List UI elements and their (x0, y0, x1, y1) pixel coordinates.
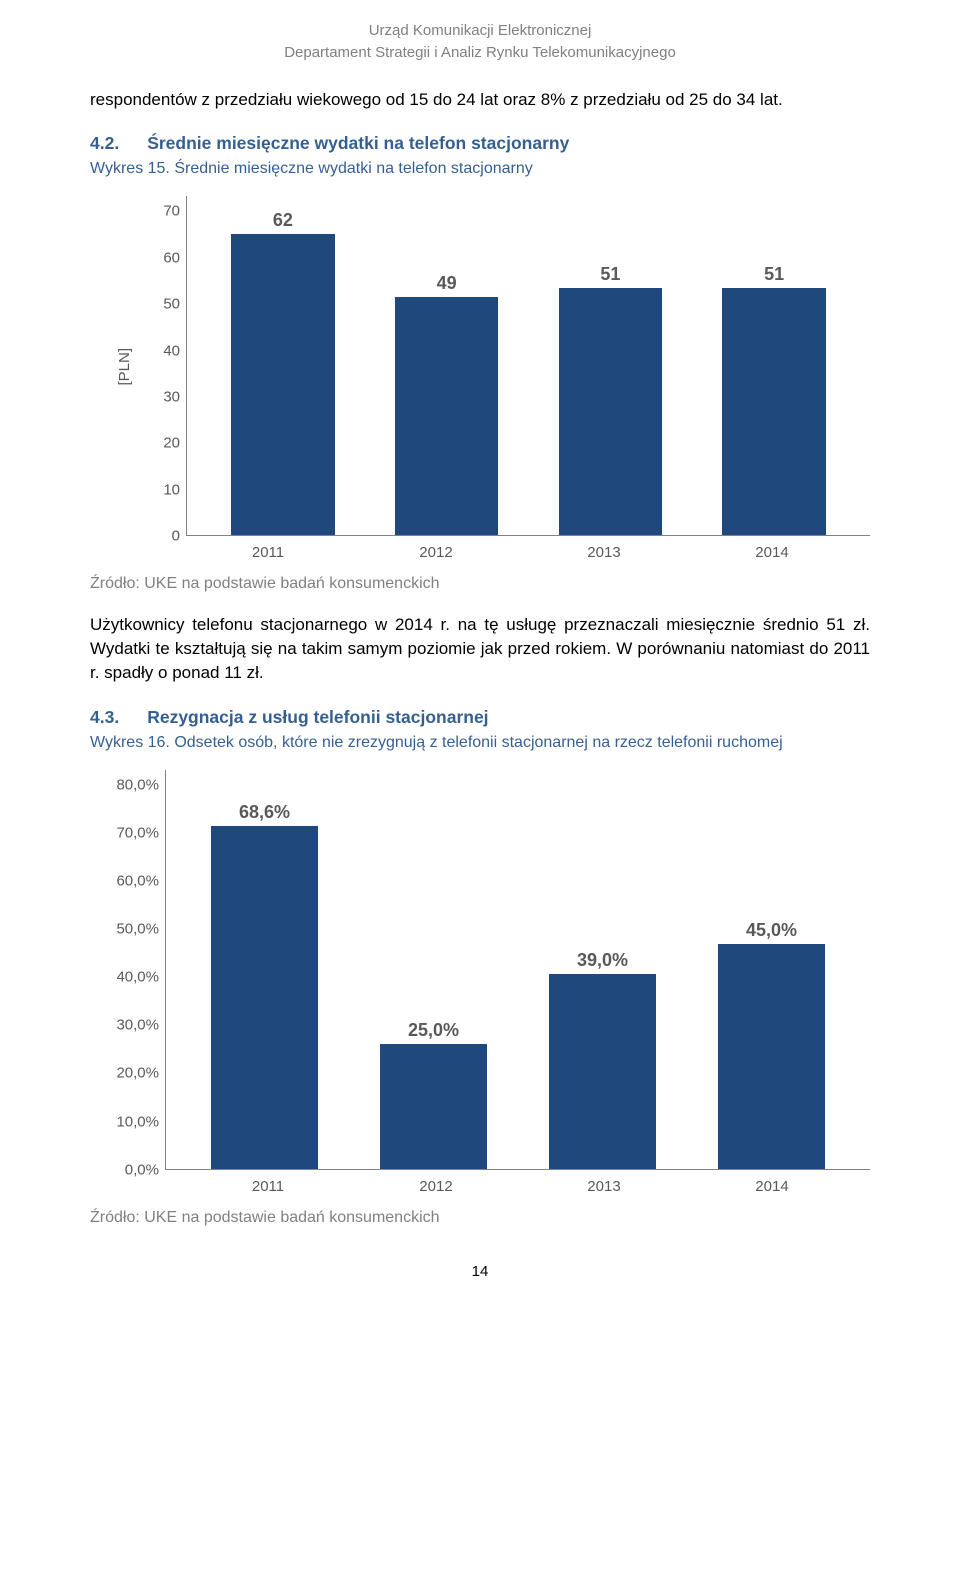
bar-value-label: 39,0% (577, 950, 628, 971)
bar-column: 51 (702, 264, 846, 536)
bar (718, 944, 825, 1169)
x-tick: 2013 (530, 1178, 678, 1195)
page-number: 14 (90, 1263, 870, 1280)
chart-1-xaxis: 2011 2012 2013 2014 (170, 544, 870, 561)
y-tick: 80,0% (116, 777, 159, 792)
intro-paragraph: respondentów z przedziału wiekowego od 1… (90, 88, 870, 112)
y-tick: 30 (163, 389, 180, 404)
y-tick: 60 (163, 250, 180, 265)
bar (395, 297, 499, 535)
paragraph-after-chart-1: Użytkownicy telefonu stacjonarnego w 201… (90, 613, 870, 684)
bar-value-label: 25,0% (408, 1020, 459, 1041)
chart-1-ylabel: [PLN] (116, 348, 133, 386)
bar-column: 51 (538, 264, 682, 536)
chart-1-plot: 62 49 51 51 (187, 196, 870, 536)
bar-column: 25,0% (359, 1020, 508, 1169)
chart-2-xaxis: 2011 2012 2013 2014 (170, 1178, 870, 1195)
y-tick: 0 (172, 529, 180, 544)
y-tick: 0,0% (125, 1162, 159, 1177)
bar-value-label: 68,6% (239, 802, 290, 823)
bar-column: 49 (375, 273, 519, 535)
bar (211, 826, 318, 1169)
x-tick: 2014 (698, 544, 846, 561)
x-tick: 2013 (530, 544, 678, 561)
y-tick: 70 (163, 204, 180, 219)
y-tick: 40,0% (116, 970, 159, 985)
section-4-2-title: Średnie miesięczne wydatki na telefon st… (147, 133, 569, 154)
x-tick: 2014 (698, 1178, 846, 1195)
x-tick: 2012 (362, 544, 510, 561)
section-4-3-title: Rezygnacja z usług telefonii stacjonarne… (147, 707, 488, 728)
chart-2-source: Źródło: UKE na podstawie badań konsumenc… (90, 1209, 870, 1227)
bar-value-label: 62 (273, 210, 293, 231)
section-4-2-heading: 4.2. Średnie miesięczne wydatki na telef… (90, 133, 870, 154)
page-header: Urząd Komunikacji Elektronicznej Departa… (90, 20, 870, 64)
bar (559, 288, 663, 536)
section-4-2-number: 4.2. (90, 133, 119, 154)
header-line-1: Urząd Komunikacji Elektronicznej (90, 20, 870, 42)
section-4-3-heading: 4.3. Rezygnacja z usług telefonii stacjo… (90, 707, 870, 728)
bar-column: 39,0% (528, 950, 677, 1169)
section-4-3-number: 4.3. (90, 707, 119, 728)
header-line-2: Departament Strategii i Analiz Rynku Tel… (90, 42, 870, 64)
bar (231, 234, 335, 535)
x-tick: 2011 (194, 544, 342, 561)
y-tick: 40 (163, 343, 180, 358)
x-tick: 2012 (362, 1178, 510, 1195)
bar-value-label: 49 (437, 273, 457, 294)
chart-1: [PLN] 706050403020100 62495151 201120122… (90, 196, 870, 561)
y-tick: 20 (163, 436, 180, 451)
y-tick: 30,0% (116, 1018, 159, 1033)
bar (722, 288, 826, 536)
chart-1-yaxis: 706050403020100 (137, 196, 187, 536)
bar-column: 45,0% (697, 920, 846, 1169)
bar (380, 1044, 487, 1169)
bar-column: 68,6% (190, 802, 339, 1169)
y-tick: 10,0% (116, 1114, 159, 1129)
bar-column: 62 (211, 210, 355, 535)
bar-value-label: 51 (764, 264, 784, 285)
y-tick: 70,0% (116, 825, 159, 840)
wykres-15-caption: Wykres 15. Średnie miesięczne wydatki na… (90, 160, 870, 178)
bar (549, 974, 656, 1169)
y-tick: 50 (163, 297, 180, 312)
y-tick: 50,0% (116, 922, 159, 937)
y-tick: 60,0% (116, 873, 159, 888)
wykres-16-caption: Wykres 16. Odsetek osób, które nie zrezy… (90, 734, 870, 752)
chart-1-source: Źródło: UKE na podstawie badań konsumenc… (90, 575, 870, 593)
bar-value-label: 45,0% (746, 920, 797, 941)
chart-2-plot: 68,6% 25,0% 39,0% 45,0% (166, 770, 870, 1170)
y-tick: 10 (163, 482, 180, 497)
bar-value-label: 51 (600, 264, 620, 285)
y-tick: 20,0% (116, 1066, 159, 1081)
x-tick: 2011 (194, 1178, 342, 1195)
chart-2: 80,0% 70,0% 60,0% 50,0% 40,0% 30,0% 20,0% 10,0%… (90, 770, 870, 1195)
chart-2-yaxis: 80,0% 70,0% 60,0% 50,0% 40,0% 30,0% 20,0% 10,0%… (116, 770, 166, 1170)
